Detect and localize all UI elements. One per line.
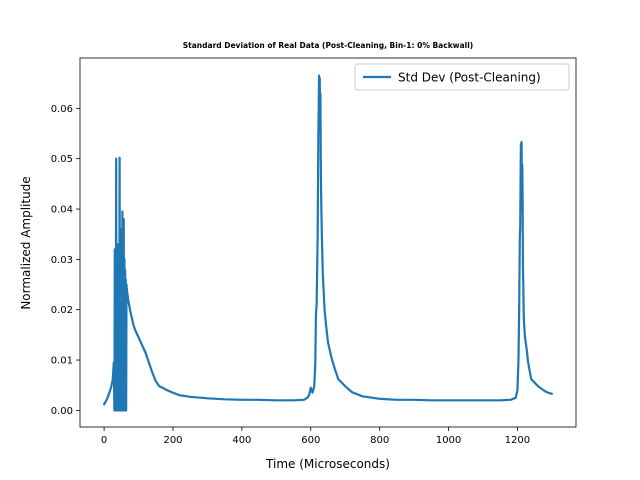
x-tick-label: 600	[301, 435, 320, 446]
y-axis: 0.00 0.01 0.02 0.03 0.04 0.05 0.06	[51, 104, 80, 417]
legend-box	[354, 63, 570, 91]
legend: Std Dev (Post-Cleaning)	[354, 63, 570, 91]
x-tick-label: 800	[370, 435, 389, 446]
y-tick-label: 0.06	[51, 104, 73, 115]
x-tick-label: 400	[232, 435, 251, 446]
x-tick-label: 200	[163, 435, 182, 446]
y-tick-label: 0.02	[51, 305, 73, 316]
x-axis: 0 200 400 600 800 1000 1200	[101, 427, 530, 446]
x-tick-label: 0	[101, 435, 107, 446]
y-tick-label: 0.04	[51, 205, 73, 216]
series-line-0	[103, 74, 553, 412]
y-tick-label: 0.01	[51, 356, 73, 367]
x-tick-label: 1000	[436, 435, 461, 446]
axes-frame	[79, 57, 577, 428]
chart-title: Standard Deviation of Real Data (Post-Cl…	[183, 41, 474, 50]
y-tick-label: 0.03	[51, 255, 73, 266]
plot-area	[79, 57, 577, 428]
y-tick-label: 0.00	[51, 406, 73, 417]
legend-entry: Std Dev (Post-Cleaning)	[398, 71, 541, 85]
y-tick-label: 0.05	[51, 154, 73, 165]
x-axis-label: Time (Microseconds)	[265, 457, 390, 471]
y-axis-label: Normalized Amplitude	[19, 176, 33, 309]
x-tick-label: 1200	[505, 435, 530, 446]
